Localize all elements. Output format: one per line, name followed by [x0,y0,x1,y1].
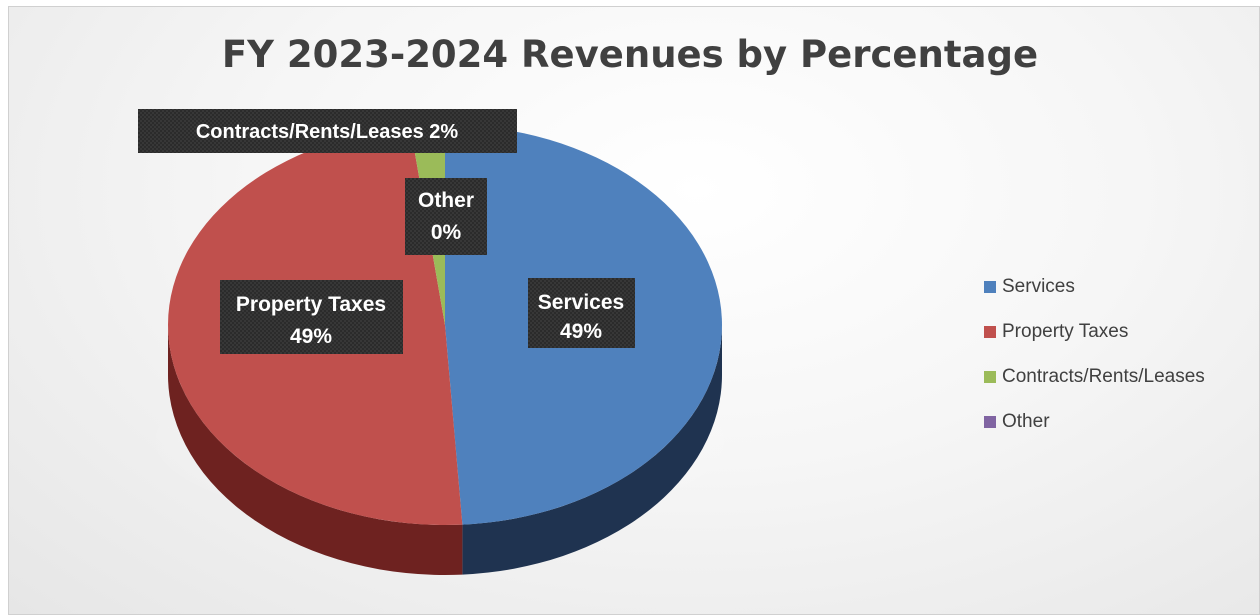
svg-text:Services: Services [538,291,624,314]
legend-label-other: Other [1002,411,1050,432]
legend-label-property-taxes: Property Taxes [1002,321,1129,342]
chart-title: FY 2023-2024 Revenues by Percentage [221,33,1039,76]
legend-swatch-property-taxes [984,326,996,338]
svg-text:0%: 0% [431,221,462,244]
legend-item-property-taxes: Property Taxes [984,321,1205,343]
legend-label-contracts: Contracts/Rents/Leases [1002,366,1205,387]
svg-text:Property Taxes: Property Taxes [236,293,386,316]
legend-swatch-other [984,416,996,428]
data-label-contracts: Contracts/Rents/Leases 2% [138,109,517,153]
legend-swatch-contracts [984,371,996,383]
legend-item-other: Other [984,411,1205,433]
chart-legend: Services Property Taxes Contracts/Rents/… [984,276,1205,456]
svg-text:49%: 49% [290,325,332,348]
data-label-other: Other 0% [405,178,487,255]
data-label-services: Services 49% [528,278,635,348]
pie-data-labels: Contracts/Rents/Leases 2% Other 0% Prope… [138,109,635,354]
legend-item-services: Services [984,276,1205,298]
pie-side-services [462,325,722,575]
data-label-property-taxes: Property Taxes 49% [220,280,403,354]
svg-text:49%: 49% [560,320,602,343]
legend-swatch-services [984,281,996,293]
pie-depth-layer [168,325,722,575]
svg-text:Contracts/Rents/Leases 2%: Contracts/Rents/Leases 2% [196,121,459,143]
legend-item-contracts: Contracts/Rents/Leases [984,366,1205,388]
legend-label-services: Services [1002,276,1075,297]
svg-text:Other: Other [418,189,474,212]
pie-side-property-taxes [168,325,463,575]
